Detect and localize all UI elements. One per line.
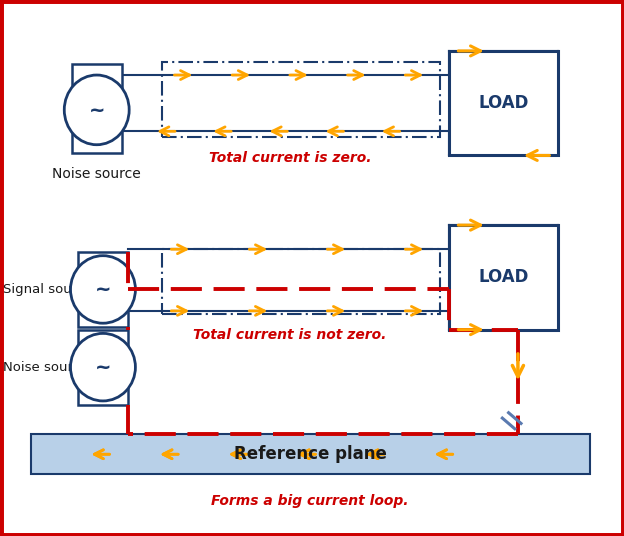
Ellipse shape: [64, 75, 129, 145]
Text: Reference plane: Reference plane: [234, 445, 386, 463]
Text: Total current is zero.: Total current is zero.: [209, 151, 371, 165]
Ellipse shape: [71, 333, 135, 401]
Bar: [78, 330, 128, 405]
Text: ~: ~: [89, 100, 105, 120]
Text: Noise source: Noise source: [52, 167, 141, 181]
Bar: [78, 252, 128, 327]
Text: Forms a big current loop.: Forms a big current loop.: [212, 494, 409, 508]
Text: Noise source: Noise source: [3, 361, 89, 374]
Bar: [72, 64, 122, 153]
Text: LOAD: LOAD: [479, 94, 529, 112]
Text: Total current is not zero.: Total current is not zero.: [193, 328, 387, 342]
Text: Signal source: Signal source: [3, 283, 93, 296]
Bar: [449, 225, 558, 330]
Text: ~: ~: [95, 280, 111, 299]
Bar: [162, 249, 440, 314]
Bar: [31, 434, 590, 474]
Text: ~: ~: [95, 358, 111, 377]
Text: LOAD: LOAD: [479, 269, 529, 286]
Bar: [449, 51, 558, 155]
Bar: [162, 62, 440, 137]
Ellipse shape: [71, 256, 135, 323]
